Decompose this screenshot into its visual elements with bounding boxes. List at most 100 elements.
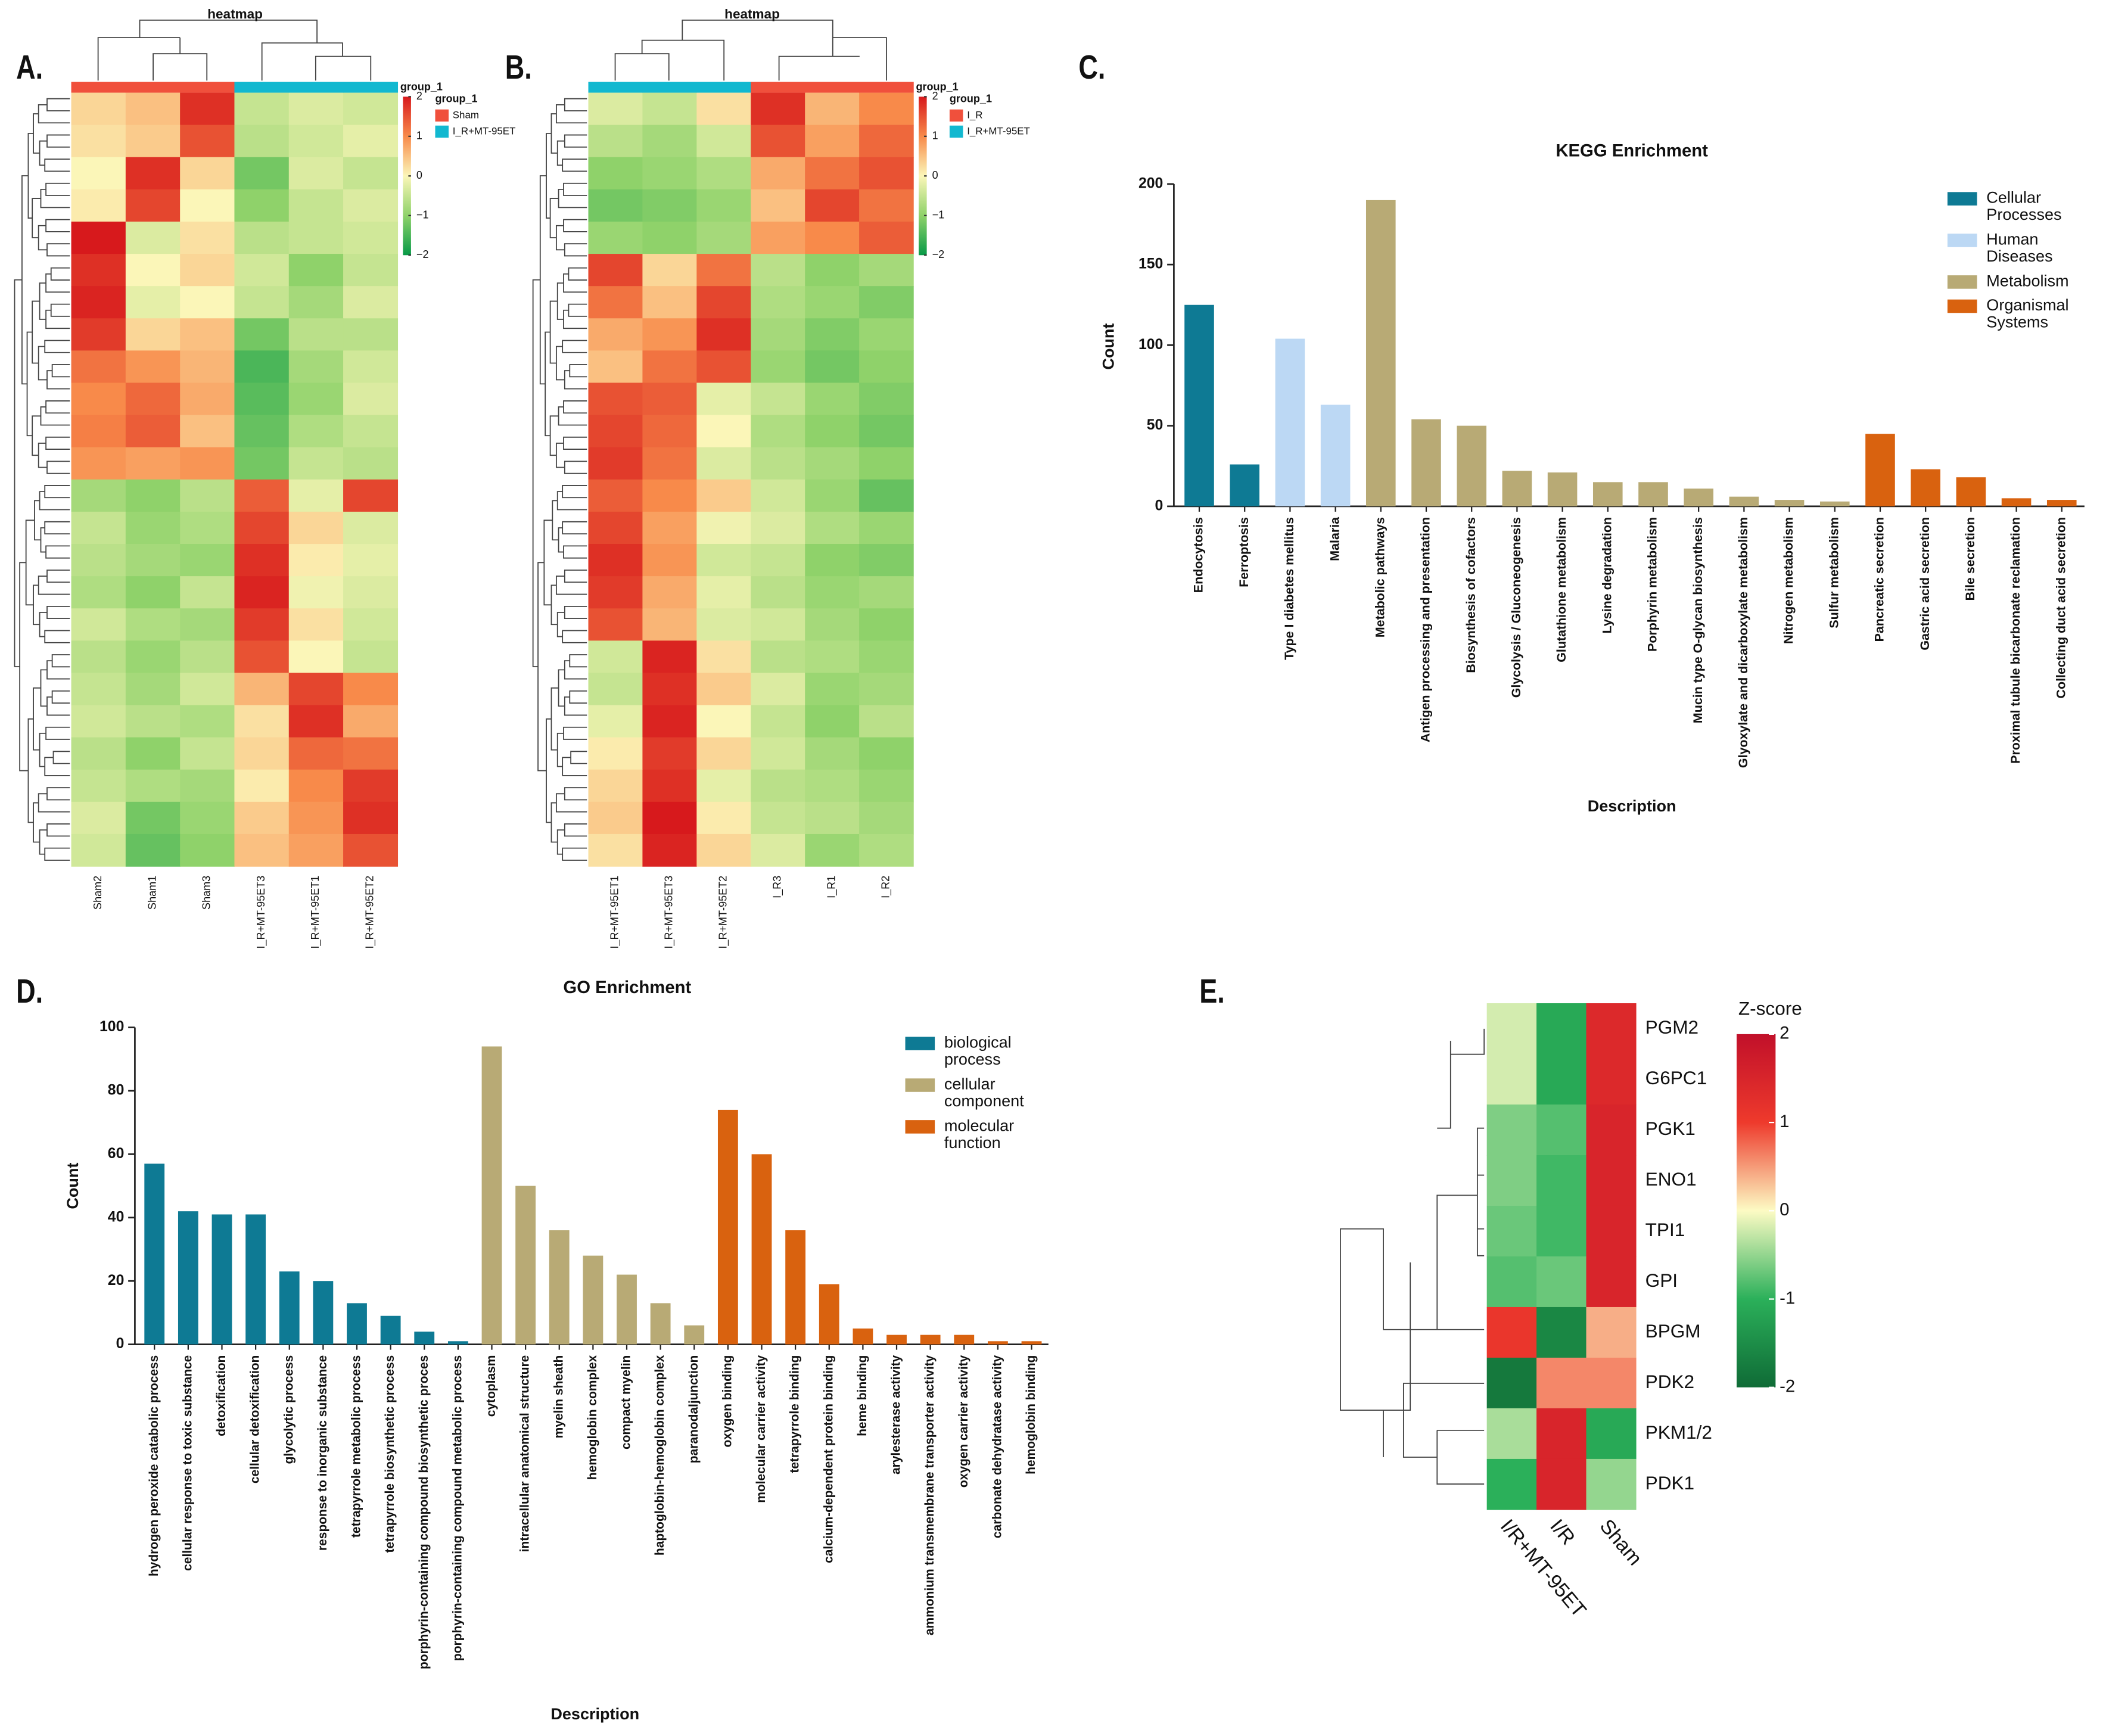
heatmap-cell xyxy=(234,350,290,384)
bar xyxy=(313,1281,334,1345)
heatmap-cell xyxy=(180,769,235,802)
heatmap-cell xyxy=(71,544,126,577)
panel-label: C. xyxy=(1078,48,1105,86)
bar xyxy=(954,1334,975,1345)
heatmap-cell xyxy=(805,705,860,738)
row-label: PDK2 xyxy=(1645,1371,1694,1392)
bar xyxy=(1320,405,1351,506)
legend-swatch xyxy=(435,125,449,138)
heatmap-cell xyxy=(859,125,914,158)
heatmap-cell xyxy=(1586,1205,1637,1257)
heatmap-cell xyxy=(588,769,643,802)
bar xyxy=(1021,1341,1042,1345)
bar xyxy=(414,1331,435,1345)
heatmap-cell xyxy=(642,157,698,190)
heatmap-cell xyxy=(125,254,181,287)
heatmap-cell xyxy=(751,576,805,609)
row-label: PGM2 xyxy=(1645,1016,1699,1038)
heatmap-cell xyxy=(180,833,235,867)
legend-label: I_R xyxy=(967,109,982,120)
heatmap-cell xyxy=(751,125,805,158)
heatmap-cell xyxy=(696,157,751,190)
bar xyxy=(920,1334,941,1345)
heatmap-cell xyxy=(1486,1458,1537,1510)
heatmap-cell xyxy=(343,189,399,222)
y-tick-label: 100 xyxy=(1138,337,1163,353)
heatmap-cell xyxy=(859,511,914,545)
heatmap-cell xyxy=(234,705,290,738)
group-bar xyxy=(288,82,344,93)
heatmap-cell xyxy=(805,157,860,190)
heatmap-cell xyxy=(288,705,344,738)
heatmap-cell xyxy=(71,125,126,158)
heatmap-cell xyxy=(1486,1104,1537,1156)
heatmap-cell xyxy=(71,350,126,384)
bar xyxy=(515,1186,536,1345)
group-bar xyxy=(696,82,751,93)
heatmap-cell xyxy=(234,189,290,222)
bar xyxy=(819,1284,839,1345)
heatmap-cell xyxy=(234,254,290,287)
heatmap-cell xyxy=(859,479,914,512)
bar xyxy=(245,1214,266,1345)
heatmap-cell xyxy=(1536,1104,1587,1156)
heatmap-cell xyxy=(859,608,914,642)
group-label: group_1 xyxy=(400,80,443,92)
group-bar xyxy=(71,82,126,93)
heatmap-cell xyxy=(859,705,914,738)
heatmap-cell xyxy=(288,382,344,416)
heatmap-cell xyxy=(588,415,643,448)
heatmap-cell xyxy=(696,350,751,384)
y-tick-label: 50 xyxy=(1147,417,1164,433)
heatmap-cell xyxy=(805,286,860,319)
heatmap-cell xyxy=(588,673,643,706)
legend-swatch xyxy=(435,109,449,122)
legend-label: Sham xyxy=(453,109,479,120)
bar xyxy=(987,1341,1008,1345)
colorbar-tick-label: −2 xyxy=(416,248,429,260)
colorbar-tick-label: −1 xyxy=(416,209,429,221)
heatmap-cell xyxy=(751,350,805,384)
heatmap-cell xyxy=(696,92,751,126)
heatmap-cell xyxy=(343,415,399,448)
x-tick-label: Antigen processing and presentation xyxy=(1418,517,1433,742)
group-bar xyxy=(588,82,643,93)
heatmap-cell xyxy=(805,576,860,609)
heatmap-cell xyxy=(125,576,181,609)
heatmap-cell xyxy=(859,350,914,384)
x-tick-label: Collecting duct acid secretion xyxy=(2054,517,2068,699)
legend-label: Cellular Processes xyxy=(1986,189,2061,223)
x-tick-label: Metabolic pathways xyxy=(1373,517,1387,637)
heatmap-cell xyxy=(343,125,399,158)
heatmap-cell xyxy=(1486,1003,1537,1054)
heatmap-cell xyxy=(588,737,643,770)
heatmap-cell xyxy=(180,801,235,835)
heatmap-cell xyxy=(696,318,751,351)
bar xyxy=(751,1154,772,1345)
heatmap-cell xyxy=(588,286,643,319)
heatmap-cell xyxy=(1586,1054,1637,1105)
heatmap-cell xyxy=(288,286,344,319)
heatmap-cell xyxy=(642,415,698,448)
heatmap-cell xyxy=(642,189,698,222)
colorbar-tick-label: −1 xyxy=(932,209,945,221)
column-label: I/R xyxy=(1545,1515,1579,1550)
heatmap-cell xyxy=(234,221,290,254)
x-tick-label: porphyrin-containing compound metabolic … xyxy=(450,1355,464,1661)
heatmap-cell xyxy=(288,640,344,674)
colorbar-tick-label: 1 xyxy=(932,130,938,142)
column-label: I_R+MT-95ET1 xyxy=(309,876,322,949)
heatmap-cell xyxy=(696,608,751,642)
heatmap-cell xyxy=(288,125,344,158)
x-tick-label: calcium-dependent protein binding xyxy=(822,1355,835,1563)
bar xyxy=(617,1274,637,1345)
bar xyxy=(853,1329,873,1345)
heatmap-cell xyxy=(288,833,344,867)
heatmap-cell xyxy=(234,157,290,190)
heatmap-cell xyxy=(125,544,181,577)
legend-swatch xyxy=(949,125,963,138)
heatmap-cell xyxy=(642,92,698,126)
heatmap-cell xyxy=(180,254,235,287)
heatmap-cell xyxy=(1586,1458,1637,1510)
row-label: TPI1 xyxy=(1645,1219,1685,1240)
